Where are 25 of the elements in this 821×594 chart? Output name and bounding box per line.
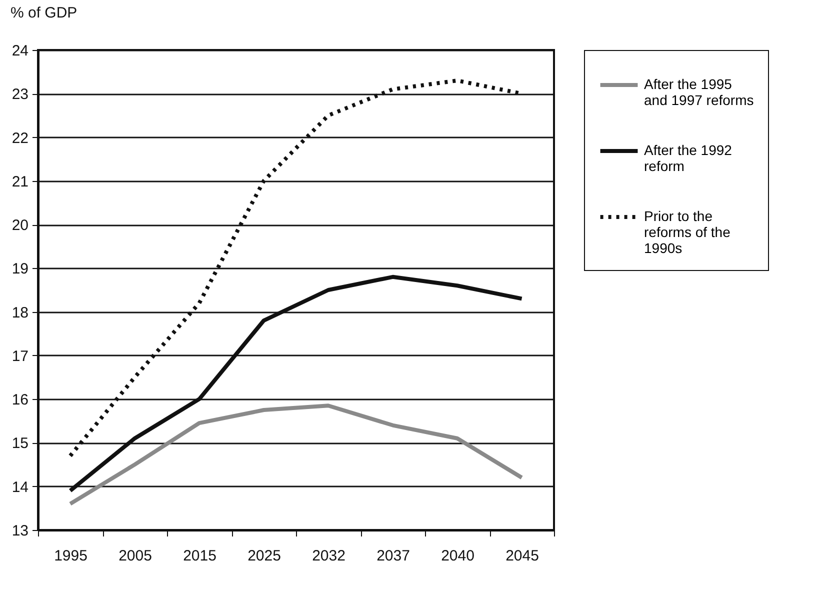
x-tick-label: 2005 [118,548,152,564]
legend-label: Prior to the reforms of the 1990s [644,208,731,256]
y-tick-label: 24 [12,42,28,60]
legend-label: After the 1992 reform [644,142,732,174]
x-tick-label: 2015 [183,548,216,564]
y-tick-label: 23 [12,86,28,104]
x-tick-label: 2040 [441,548,474,564]
x-tick-label: 2025 [248,548,281,564]
x-tick-label: 1995 [54,548,88,564]
y-tick-label: 14 [12,478,28,496]
y-tick-label: 16 [12,392,28,409]
legend-label: After the 1995 and 1997 reforms [644,76,754,108]
y-tick-label: 21 [12,173,28,190]
x-tick-label: 2032 [312,548,346,564]
y-tick-label: 20 [12,217,28,234]
y-axis-title: % of GDP [10,4,78,22]
y-tick-label: 17 [12,348,28,365]
x-tick-label: 2045 [506,548,539,564]
line-series [68,404,524,506]
y-tick-label: 22 [12,130,28,147]
y-tick-label: 18 [12,304,28,322]
y-tick-label: 19 [12,260,28,278]
x-tick-label: 2037 [376,548,410,564]
y-tick-label: 13 [12,522,28,540]
y-tick-label: 15 [12,435,28,452]
